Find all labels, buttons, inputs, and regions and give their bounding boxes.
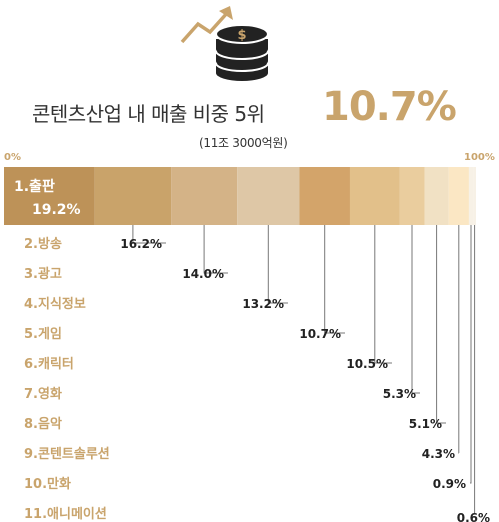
axis-max-label: 100%	[464, 152, 495, 163]
value-label: 5.1%	[409, 417, 442, 431]
category-label: 5.게임	[24, 327, 62, 342]
value-label: 14.0%	[182, 267, 224, 281]
category-label: 6.캐릭터	[24, 356, 74, 372]
bar-segment	[299, 167, 350, 225]
highlight-percentage: 10.7%	[322, 84, 457, 130]
value-label: 13.2%	[242, 297, 284, 311]
bar-segment	[4, 167, 95, 225]
bar-segment	[424, 167, 449, 225]
bar-segment	[448, 167, 469, 225]
value-label: 10.5%	[346, 357, 388, 371]
leader-line	[470, 225, 472, 484]
value-label: 4.3%	[422, 447, 455, 461]
category-label: 7.영화	[24, 386, 62, 402]
page-title: 콘텐츠산업 내 매출 비중 5위	[32, 102, 265, 126]
leader-line	[374, 225, 392, 364]
leader-line	[436, 225, 446, 424]
category-label: 9.콘텐트솔루션	[24, 446, 110, 462]
leader-line	[324, 225, 345, 334]
value-label: 19.2%	[32, 202, 81, 218]
category-label: 2.방송	[24, 236, 62, 252]
coin-stack	[215, 24, 269, 81]
axis-min-label: 0%	[4, 152, 21, 163]
category-label: 11.애니메이션	[24, 506, 107, 522]
dollar-sign-icon: $	[237, 28, 246, 43]
leader-line	[203, 225, 228, 274]
category-label: 1.출판	[14, 178, 55, 195]
bar-segment	[473, 167, 476, 225]
category-label: 10.만화	[24, 476, 71, 492]
bar-segment	[349, 167, 400, 225]
leader-line	[411, 225, 420, 394]
value-label: 16.2%	[120, 237, 162, 251]
bar-segment	[399, 167, 425, 225]
category-label: 3.광고	[24, 267, 62, 282]
revenue-subtitle: (11조 3000억원)	[199, 136, 288, 150]
leader-line	[132, 225, 166, 244]
bar-segment	[237, 167, 300, 225]
bar-segment	[94, 167, 172, 225]
category-label: 4.지식정보	[24, 296, 86, 312]
leader-line	[474, 225, 476, 514]
value-label: 0.6%	[457, 511, 490, 522]
value-label: 0.9%	[433, 477, 466, 491]
leader-line	[267, 225, 288, 304]
bar-segment	[171, 167, 238, 225]
category-label: 8.음악	[24, 416, 62, 432]
value-label: 10.7%	[299, 327, 341, 341]
bar-segment	[468, 167, 474, 225]
value-label: 5.3%	[383, 387, 416, 401]
growth-arrow-line	[180, 10, 230, 44]
growth-arrow-head	[219, 6, 233, 20]
